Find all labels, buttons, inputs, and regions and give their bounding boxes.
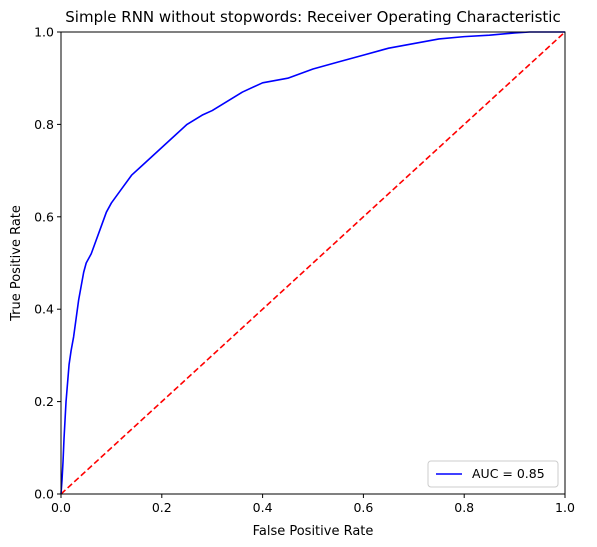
- y-tick-label: 0.6: [34, 209, 54, 224]
- y-tick-label: 0.0: [34, 487, 54, 502]
- roc-curve-line: [60, 31, 565, 495]
- x-axis-label: False Positive Rate: [253, 524, 374, 539]
- x-tick-label: 0.4: [253, 500, 273, 515]
- x-tick-label: 0.2: [152, 500, 172, 515]
- series-layer: [60, 31, 566, 495]
- y-tick-label: 0.8: [34, 117, 54, 132]
- legend-label-roc: AUC = 0.85: [472, 466, 545, 481]
- y-axis-ticks: 0.0 0.2 0.4 0.6 0.8 1.0: [34, 25, 61, 502]
- x-tick-label: 0.8: [454, 500, 474, 515]
- x-tick-label: 0.6: [353, 500, 373, 515]
- y-tick-label: 0.4: [34, 302, 54, 317]
- plot-frame: [60, 31, 566, 495]
- y-tick-label: 0.2: [34, 394, 54, 409]
- y-tick-label: 1.0: [34, 25, 54, 40]
- legend-box: [427, 460, 559, 488]
- y-axis-label: True Positive Rate: [9, 205, 24, 322]
- chance-diagonal-line: [60, 31, 566, 495]
- x-axis-ticks: 0.0 0.2 0.4 0.6 0.8 1.0: [51, 494, 575, 515]
- x-tick-label: 1.0: [555, 500, 575, 515]
- x-tick-label: 0.0: [51, 500, 71, 515]
- legend: AUC = 0.85: [427, 460, 559, 488]
- chart-title: Simple RNN without stopwords: Receiver O…: [65, 8, 560, 26]
